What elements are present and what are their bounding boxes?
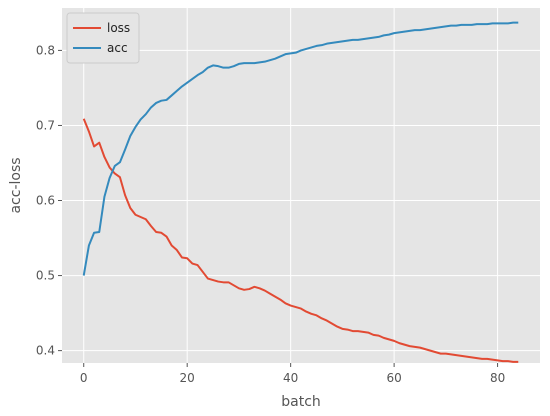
plot-area: [62, 8, 540, 363]
x-axis-label: batch: [281, 394, 321, 410]
y-tick-label: 0.8: [36, 43, 55, 57]
y-tick-label: 0.7: [36, 118, 55, 132]
x-tick-label: 20: [180, 371, 195, 385]
y-axis-label: acc-loss: [8, 157, 24, 213]
x-tick-label: 60: [386, 371, 401, 385]
tick-labels: 0 20 40 60 80 0.4 0.5 0.6 0.7 0.8: [36, 43, 505, 385]
series-line-acc: [82, 21, 519, 276]
x-tick-label: 40: [283, 371, 298, 385]
legend-box: [66, 12, 140, 64]
legend-label-loss: loss: [107, 21, 130, 35]
series-lines: [82, 21, 519, 363]
x-tick-label: 0: [80, 371, 88, 385]
series-line-loss: [82, 118, 519, 363]
y-tick-label: 0.6: [36, 194, 55, 208]
y-tick-label: 0.5: [36, 269, 55, 283]
y-tick-label: 0.4: [36, 344, 55, 358]
grid-lines: [62, 8, 540, 363]
legend: loss acc: [66, 12, 140, 64]
x-tick-label: 80: [490, 371, 505, 385]
legend-label-acc: acc: [107, 41, 128, 55]
